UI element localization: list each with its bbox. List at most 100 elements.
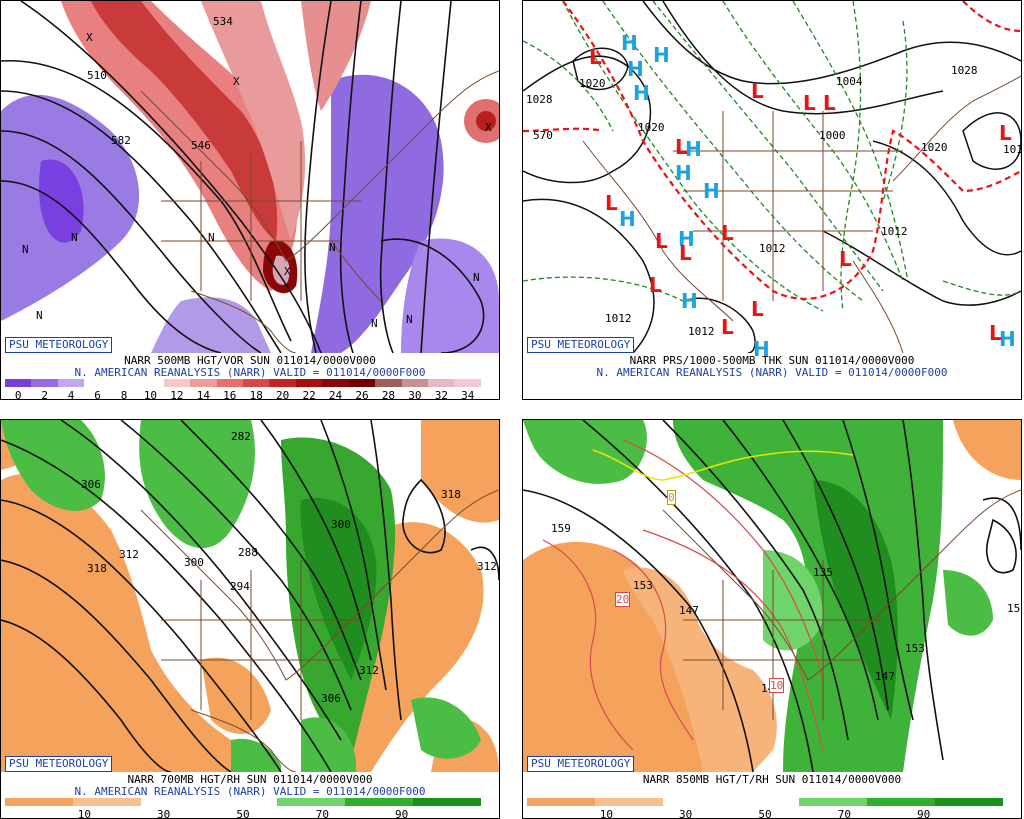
vorticity-min-marker: N xyxy=(371,317,378,330)
vorticity-max-marker: X xyxy=(233,75,240,88)
low-pressure-marker: L xyxy=(589,45,602,69)
color-scale-tick-label: 50 xyxy=(758,808,772,819)
color-scale-swatch xyxy=(731,798,799,806)
isobar-label: 1012 xyxy=(881,225,908,238)
low-pressure-marker: L xyxy=(675,135,688,159)
color-scale-tick-label: 20 xyxy=(276,389,290,400)
map-subcaption: N. AMERICAN REANALYSIS (NARR) VALID = 01… xyxy=(74,785,426,798)
color-scale-tick-label: 10 xyxy=(599,808,613,819)
isobar-label: 1020 xyxy=(921,141,948,154)
color-scale-swatch xyxy=(73,798,141,806)
low-pressure-marker: L xyxy=(605,191,618,215)
color-scale-tick-label: 8 xyxy=(120,389,128,400)
color-scale-tick-label: 0 xyxy=(14,389,22,400)
contour-label: 534 xyxy=(213,15,233,28)
isobar-label: 1012 xyxy=(759,242,786,255)
contour-label: 153 xyxy=(633,579,653,592)
color-scale-swatch xyxy=(57,379,85,387)
vorticity-min-marker: N xyxy=(329,241,336,254)
isobar-label: 1020 xyxy=(579,77,606,90)
temperature-label: 10 xyxy=(769,678,785,693)
color-scale-tick-label: 70 xyxy=(315,808,329,819)
color-scale-swatch xyxy=(216,379,243,387)
color-scale-tick-label: 16 xyxy=(223,389,237,400)
isobar-label: 1020 xyxy=(638,121,665,134)
contour-label: 294 xyxy=(230,580,250,593)
low-pressure-marker: L xyxy=(649,273,662,297)
low-pressure-marker: L xyxy=(751,79,764,103)
vorticity-min-marker: N xyxy=(22,243,29,256)
psu-meteorology-badge: PSU METEOROLOGY xyxy=(5,756,113,772)
color-scale-swatch xyxy=(209,798,277,806)
contour-label: 147 xyxy=(875,670,895,683)
color-scale-swatch xyxy=(401,379,428,387)
map-subcaption: N. AMERICAN REANALYSIS (NARR) VALID = 01… xyxy=(74,366,426,379)
contour-label: 300 xyxy=(331,518,351,531)
low-pressure-marker: L xyxy=(823,91,836,115)
color-scale-labels: 0 2 4 6 8 10 12 14 16 18 20 22 24 26 28 30 32 34 xyxy=(5,389,481,400)
high-pressure-marker: H xyxy=(678,227,695,251)
color-scale-swatch xyxy=(935,798,1003,806)
color-scale-tick-label: 32 xyxy=(434,389,448,400)
contour-label: 153 xyxy=(1007,602,1021,615)
color-scale-swatch xyxy=(799,798,867,806)
contour-label: 135 xyxy=(813,566,833,579)
color-scale xyxy=(5,798,481,806)
color-scale-tick-label: 22 xyxy=(302,389,316,400)
color-scale-tick-label: 10 xyxy=(143,389,158,400)
color-scale xyxy=(527,798,1003,806)
color-scale-tick-label: 26 xyxy=(355,389,369,400)
color-scale-tick-label: 30 xyxy=(408,389,422,400)
isobar-label: 1004 xyxy=(836,75,863,88)
color-scale-swatch xyxy=(110,379,138,387)
high-pressure-marker: H xyxy=(675,161,692,185)
contour-label: 306 xyxy=(81,478,101,491)
color-scale-tick-label: 90 xyxy=(917,808,931,819)
contour-label: 318 xyxy=(87,562,107,575)
high-pressure-marker: H xyxy=(619,207,636,231)
contour-label: 312 xyxy=(477,560,497,573)
contour-label: 159 xyxy=(551,522,571,535)
isobar-label: 1028 xyxy=(951,64,978,77)
psu-meteorology-badge: PSU METEOROLOGY xyxy=(5,337,113,353)
color-scale-swatch xyxy=(663,798,731,806)
psu-meteorology-badge: PSU METEOROLOGY xyxy=(527,337,635,353)
isobar-label: 1000 xyxy=(819,129,846,142)
vorticity-min-marker: N xyxy=(473,271,480,284)
vorticity-min-marker: N xyxy=(71,231,78,244)
vorticity-max-marker: X xyxy=(86,31,93,44)
color-scale-swatch xyxy=(5,798,73,806)
contour-label: 300 xyxy=(184,556,204,569)
map-caption: NARR 500MB HGT/VOR SUN 011014/0000V000 xyxy=(124,354,376,367)
color-scale-swatch xyxy=(413,798,481,806)
color-scale-tick-label: 24 xyxy=(328,389,343,400)
color-scale-swatch xyxy=(428,379,455,387)
color-scale xyxy=(5,379,481,387)
color-scale-tick-label: 30 xyxy=(679,808,693,819)
map-caption: NARR 850MB HGT/T/RH SUN 011014/0000V000 xyxy=(642,773,902,786)
vorticity-min-marker: N xyxy=(406,313,413,326)
vorticity-max-marker: X xyxy=(284,265,291,278)
color-scale-swatch xyxy=(242,379,270,387)
high-pressure-marker: H xyxy=(753,337,770,361)
temperature-label: 0 xyxy=(667,490,676,505)
color-scale-labels: 10 30 50 70 90 xyxy=(5,808,481,819)
color-scale-swatch xyxy=(31,379,58,387)
high-pressure-marker: H xyxy=(627,57,644,81)
high-pressure-marker: H xyxy=(621,31,638,55)
panel-pressure-thickness: 1020 1028 570 1020 1004 1020 1012 1000 1… xyxy=(522,0,1022,400)
color-scale-swatch xyxy=(867,798,935,806)
color-scale-swatch xyxy=(375,379,402,387)
low-pressure-marker: L xyxy=(721,221,734,245)
isobar-label: 1012 xyxy=(688,325,715,338)
color-scale-tick-label: 12 xyxy=(170,389,184,400)
color-scale-tick-label: 30 xyxy=(157,808,171,819)
low-pressure-marker: L xyxy=(803,91,816,115)
map-500mb: 534 546 582 510 N N N N N N N N X X X X xyxy=(1,1,499,353)
contour-label: 546 xyxy=(191,139,211,152)
high-pressure-marker: H xyxy=(633,81,650,105)
color-scale-tick-label: 28 xyxy=(381,389,396,400)
low-pressure-marker: L xyxy=(751,297,764,321)
isobar-label: 1016 xyxy=(1003,143,1021,156)
map-850mb: 159 153 147 141 135 153 153 147 20 10 0 xyxy=(523,420,1021,772)
